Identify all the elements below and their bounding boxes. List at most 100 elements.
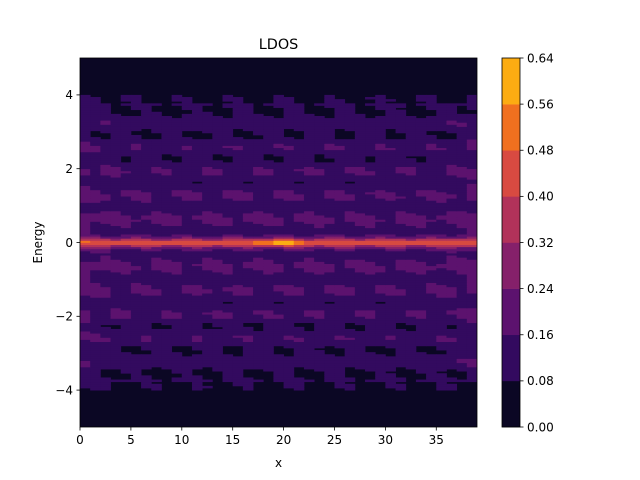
heatmap-cell	[232, 312, 244, 315]
heatmap-cell	[120, 318, 132, 321]
heatmap-cell	[415, 164, 427, 167]
heatmap-cell	[446, 124, 458, 127]
heatmap-cell	[303, 343, 315, 347]
heatmap-cell	[232, 366, 244, 370]
heatmap-cell	[253, 162, 264, 165]
heatmap-cell	[202, 158, 213, 161]
heatmap-cell	[466, 223, 477, 227]
heatmap-cell	[293, 179, 305, 182]
heatmap-cell	[365, 172, 376, 176]
heatmap-cell	[90, 383, 101, 387]
heatmap-cell	[263, 362, 274, 366]
heatmap-cell	[90, 109, 101, 113]
heatmap-cell	[365, 166, 376, 170]
heatmap-cell	[415, 364, 427, 368]
heatmap-cell	[395, 185, 407, 189]
heatmap-cell	[100, 244, 111, 248]
heatmap-cell	[456, 212, 468, 216]
heatmap-cell	[365, 297, 376, 300]
heatmap-cell	[283, 147, 295, 151]
heatmap-cell	[324, 360, 335, 364]
heatmap-cell	[222, 324, 234, 328]
heatmap-cell	[212, 272, 223, 275]
heatmap-cell	[415, 145, 427, 149]
heatmap-cell	[273, 284, 284, 288]
heatmap-cell	[253, 246, 264, 250]
heatmap-cell	[436, 263, 447, 267]
heatmap-cell	[110, 314, 122, 317]
heatmap-cell	[161, 179, 173, 182]
heatmap-cell	[466, 225, 477, 229]
heatmap-cell	[334, 255, 346, 258]
heatmap-cell	[456, 128, 468, 132]
heatmap-cell	[181, 179, 193, 182]
heatmap-cell	[273, 364, 284, 368]
heatmap-cell	[171, 236, 183, 239]
heatmap-cell	[456, 309, 468, 313]
heatmap-cell	[293, 194, 305, 197]
heatmap-cell	[110, 141, 122, 144]
heatmap-cell	[141, 181, 152, 184]
heatmap-cell	[334, 158, 346, 161]
heatmap-cell	[130, 107, 142, 111]
heatmap-cell	[130, 373, 142, 376]
heatmap-cell	[212, 293, 223, 296]
heatmap-cell	[141, 335, 152, 338]
heatmap-cell	[334, 175, 346, 178]
heatmap-cell	[354, 223, 366, 227]
heatmap-cell	[90, 185, 101, 189]
heatmap-cell	[120, 151, 132, 155]
heatmap-cell	[100, 223, 111, 227]
heatmap-cell	[446, 328, 458, 332]
heatmap-cell	[385, 305, 396, 309]
heatmap-cell	[253, 276, 264, 279]
heatmap-cell	[181, 331, 193, 334]
heatmap-cell	[181, 212, 193, 216]
colorbar-segment	[502, 334, 520, 382]
heatmap-cell	[405, 191, 417, 195]
heatmap-cell	[354, 229, 366, 233]
heatmap-cell	[385, 215, 396, 218]
heatmap-cell	[151, 177, 162, 180]
heatmap-cell	[212, 333, 223, 336]
heatmap-cell	[110, 305, 122, 309]
heatmap-cell	[120, 94, 132, 98]
heatmap-cell	[334, 183, 346, 186]
heatmap-cell	[232, 206, 244, 210]
heatmap-cell	[263, 282, 274, 286]
heatmap-cell	[222, 120, 234, 123]
heatmap-cell	[395, 299, 407, 302]
heatmap-cell	[385, 339, 396, 342]
heatmap-cell	[456, 326, 468, 330]
heatmap-cell	[324, 314, 335, 317]
heatmap-cell	[130, 141, 142, 144]
colorbar-tick-label: 0.56	[527, 97, 554, 111]
heatmap-cell	[80, 145, 91, 149]
heatmap-cell	[100, 385, 111, 389]
heatmap-cell	[303, 120, 315, 123]
heatmap-cell	[314, 318, 325, 321]
heatmap-cell	[283, 381, 295, 385]
heatmap-cell	[334, 177, 346, 180]
heatmap-cell	[242, 109, 254, 113]
heatmap-cell	[202, 179, 213, 182]
heatmap-cell	[436, 145, 447, 149]
heatmap-cell	[375, 107, 386, 111]
heatmap-cell	[293, 107, 305, 111]
heatmap-cell	[263, 335, 274, 338]
heatmap-cell	[395, 143, 407, 146]
heatmap-cell	[181, 238, 193, 241]
heatmap-cell	[446, 379, 458, 383]
heatmap-cell	[263, 358, 274, 361]
heatmap-cell	[375, 320, 386, 324]
heatmap-cell	[344, 143, 356, 146]
heatmap-cell	[90, 242, 101, 246]
heatmap-cell	[293, 120, 305, 123]
heatmap-cell	[181, 206, 193, 210]
heatmap-cell	[222, 303, 234, 307]
heatmap-cell	[242, 318, 254, 321]
heatmap-cell	[466, 132, 477, 136]
heatmap-cell	[273, 316, 284, 319]
heatmap-cell	[324, 261, 335, 264]
heatmap-cell	[202, 354, 213, 357]
